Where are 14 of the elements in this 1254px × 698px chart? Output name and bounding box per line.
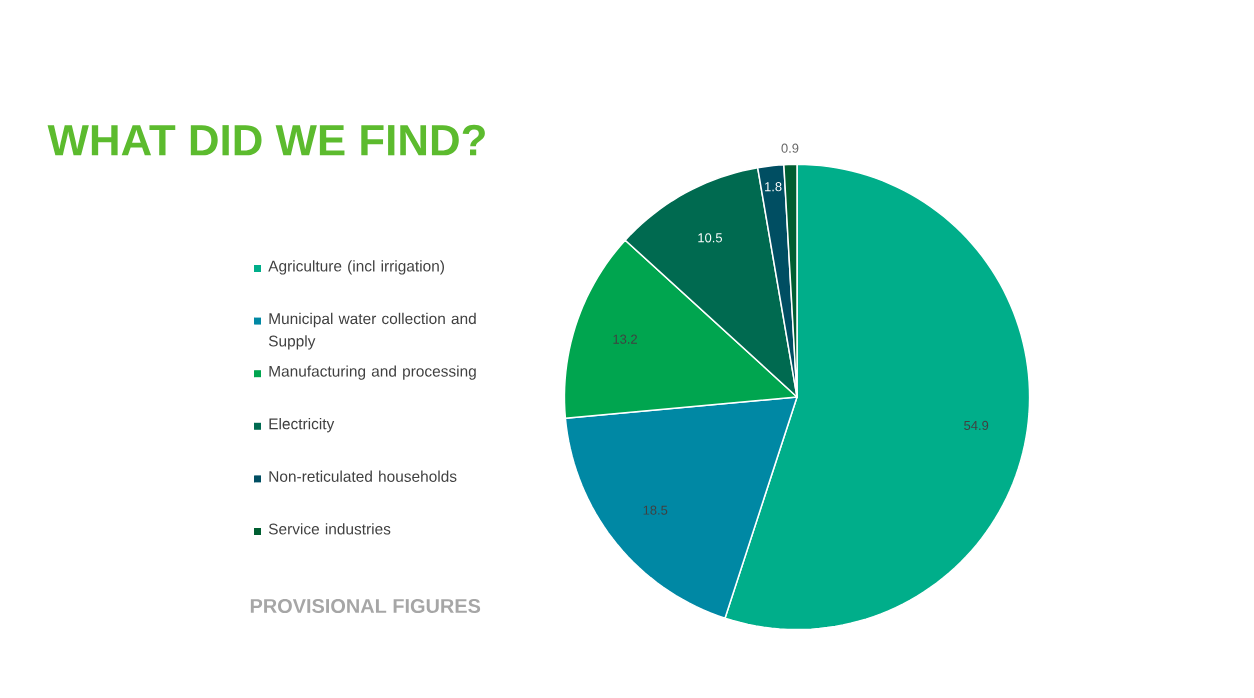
data-label: 13.2 xyxy=(613,334,637,344)
data-label: 10.5 xyxy=(698,233,723,243)
legend-label: Non-reticulated households xyxy=(269,470,457,482)
data-label: 18.5 xyxy=(643,505,668,515)
legend-label: Service industries xyxy=(268,523,391,535)
legend-label: Manufacturing and processing xyxy=(269,365,476,380)
legend-label: Municipal water collection and Supply xyxy=(268,312,476,350)
data-label: 54.9 xyxy=(964,420,989,431)
data-label: 0.9 xyxy=(781,143,799,153)
legend-label: Electricity xyxy=(269,417,335,433)
text: PROVISIONAL FIGURES xyxy=(250,598,481,614)
data-label: 1.8 xyxy=(765,182,782,192)
chart-title: WHAT DID WE FIND? xyxy=(47,124,485,156)
legend-label: Agriculture (incl irrigation) xyxy=(268,260,444,275)
